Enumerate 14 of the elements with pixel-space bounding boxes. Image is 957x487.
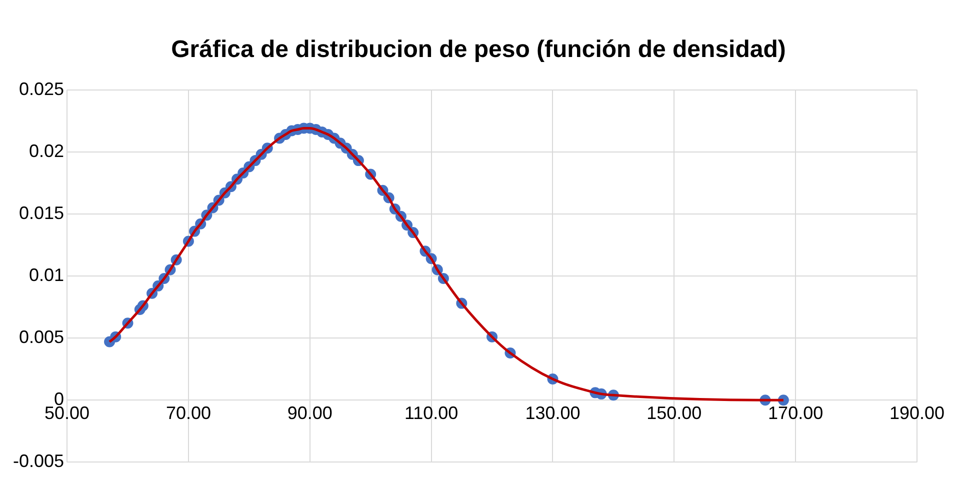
x-tick-label: 130.00 <box>525 402 580 423</box>
y-tick-label: 0.025 <box>18 78 64 99</box>
x-tick-label: 190.00 <box>889 402 945 423</box>
x-tick-label: 90.00 <box>287 402 332 423</box>
y-tick-label: 0.005 <box>18 327 64 348</box>
y-tick-label: -0.005 <box>12 451 64 472</box>
y-tick-label: 0.015 <box>18 202 64 223</box>
y-tick-label: 0.02 <box>28 140 64 161</box>
y-tick-label: 0.01 <box>28 264 64 285</box>
x-tick-label: 170.00 <box>768 402 824 423</box>
chart-title: Gráfica de distribucion de peso (función de densidad) <box>170 36 787 65</box>
x-tick-label: 110.00 <box>404 402 458 423</box>
x-tick-label: 70.00 <box>166 402 211 423</box>
x-tick-label: 150.00 <box>646 402 702 423</box>
